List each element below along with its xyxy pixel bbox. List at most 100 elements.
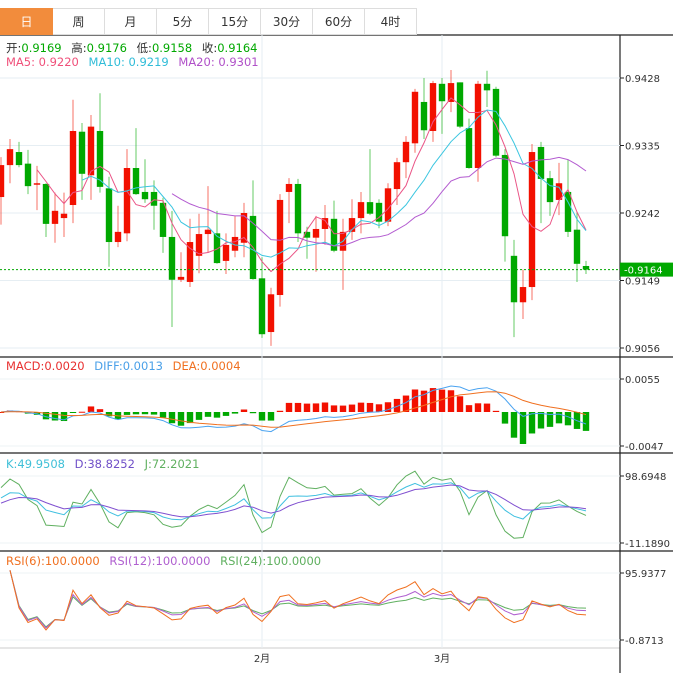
candle [573,212,581,282]
macd-bar [357,402,365,412]
candle [519,269,527,319]
diff-line [0,385,587,433]
month-label: 3月 [434,653,450,665]
macd-bar [168,412,176,424]
candle [402,136,410,179]
macd-bar [141,412,149,415]
candle [537,141,545,224]
candle-body [429,83,437,131]
candle [249,180,257,280]
candle-body [204,229,212,235]
macd-bar [123,412,131,415]
candle-body [375,202,383,222]
candle [429,80,437,142]
candle [438,78,446,134]
macd-bar [546,412,554,427]
close-label: 收: [201,41,218,55]
candle [348,199,356,240]
candle [42,183,50,237]
tab-day[interactable]: 日 [0,8,53,35]
candle [69,99,77,224]
candle [294,178,302,243]
candle-body [285,183,293,192]
macd-bar [429,388,437,412]
macd-bar [69,412,77,413]
j-value: J:72.2021 [144,457,200,471]
rsi12-value: RSI(12):100.0000 [109,554,211,568]
tab-4hour[interactable]: 4时 [365,8,417,35]
candle-body [348,218,356,232]
macd-bar [438,389,446,412]
candle [96,93,104,193]
macd-bar [474,403,482,412]
candle-body [564,191,572,232]
macd-bar [339,405,347,412]
rsi-legend: RSI(6):100.0000 RSI(12):100.0000 RSI(24)… [6,554,327,568]
candle-body [60,213,68,219]
kdj-legend: K:49.9508 D:38.8252 J:72.2021 [6,457,205,471]
macd-bar [330,405,338,412]
candle [564,160,572,237]
j-line [0,470,587,539]
candle [132,128,140,195]
candle [195,213,203,274]
tab-30min[interactable]: 30分 [261,8,313,35]
candle-body [492,88,500,156]
candle-body [321,218,329,229]
candle-body [69,130,77,206]
candle-body [555,183,563,200]
low-label: 低: [136,41,152,55]
macd-bar [51,412,59,421]
macd-legend: MACD:0.0020 DIFF:0.0013 DEA:0.0004 [6,359,247,373]
candle-body [78,131,86,174]
close-value: 0.9164 [217,41,258,55]
candle [375,199,383,229]
macd-bar [312,403,320,412]
ma5-value: MA5: 0.9220 [6,55,79,69]
candle-body [537,146,545,179]
candle-body [510,255,518,303]
indicator-axis-label: 98.6948 [625,472,666,483]
candle [258,257,266,338]
macd-bar [294,402,302,412]
tab-60min[interactable]: 60分 [313,8,365,35]
macd-bar [60,412,68,422]
tab-month[interactable]: 月 [105,8,157,35]
candle [78,123,86,200]
candle [276,194,284,307]
candle [483,70,491,108]
candle [222,233,230,274]
rsi24-value: RSI(24):100.0000 [220,554,322,568]
candle [87,115,95,200]
candle-body [528,152,536,288]
candle-body [267,294,275,333]
candle-body [141,191,149,200]
macd-bar [348,404,356,412]
macd-bar [87,406,95,412]
ma5-line [36,97,587,273]
macd-bar [582,412,590,431]
current-price-label: -0.9164 [624,266,663,277]
candle-body [42,183,50,224]
candle [114,205,122,248]
macd-bar [420,390,428,412]
current-price-tag [620,262,673,277]
rsi12-line [9,570,587,629]
candle-body [15,152,23,166]
candle [240,202,248,258]
candle-body [213,233,221,264]
k-value: K:49.9508 [6,457,65,471]
macd-bar [222,412,230,416]
candle-body [582,265,590,270]
macd-bar [213,412,221,418]
tab-15min[interactable]: 15分 [209,8,261,35]
macd-bar [402,395,410,412]
macd-bar [384,402,392,412]
candle [465,118,473,169]
candle-body [6,149,14,166]
macd-bar [285,402,293,412]
tab-week[interactable]: 周 [53,8,105,35]
tab-5min[interactable]: 5分 [157,8,209,35]
macd-bar [240,409,248,412]
